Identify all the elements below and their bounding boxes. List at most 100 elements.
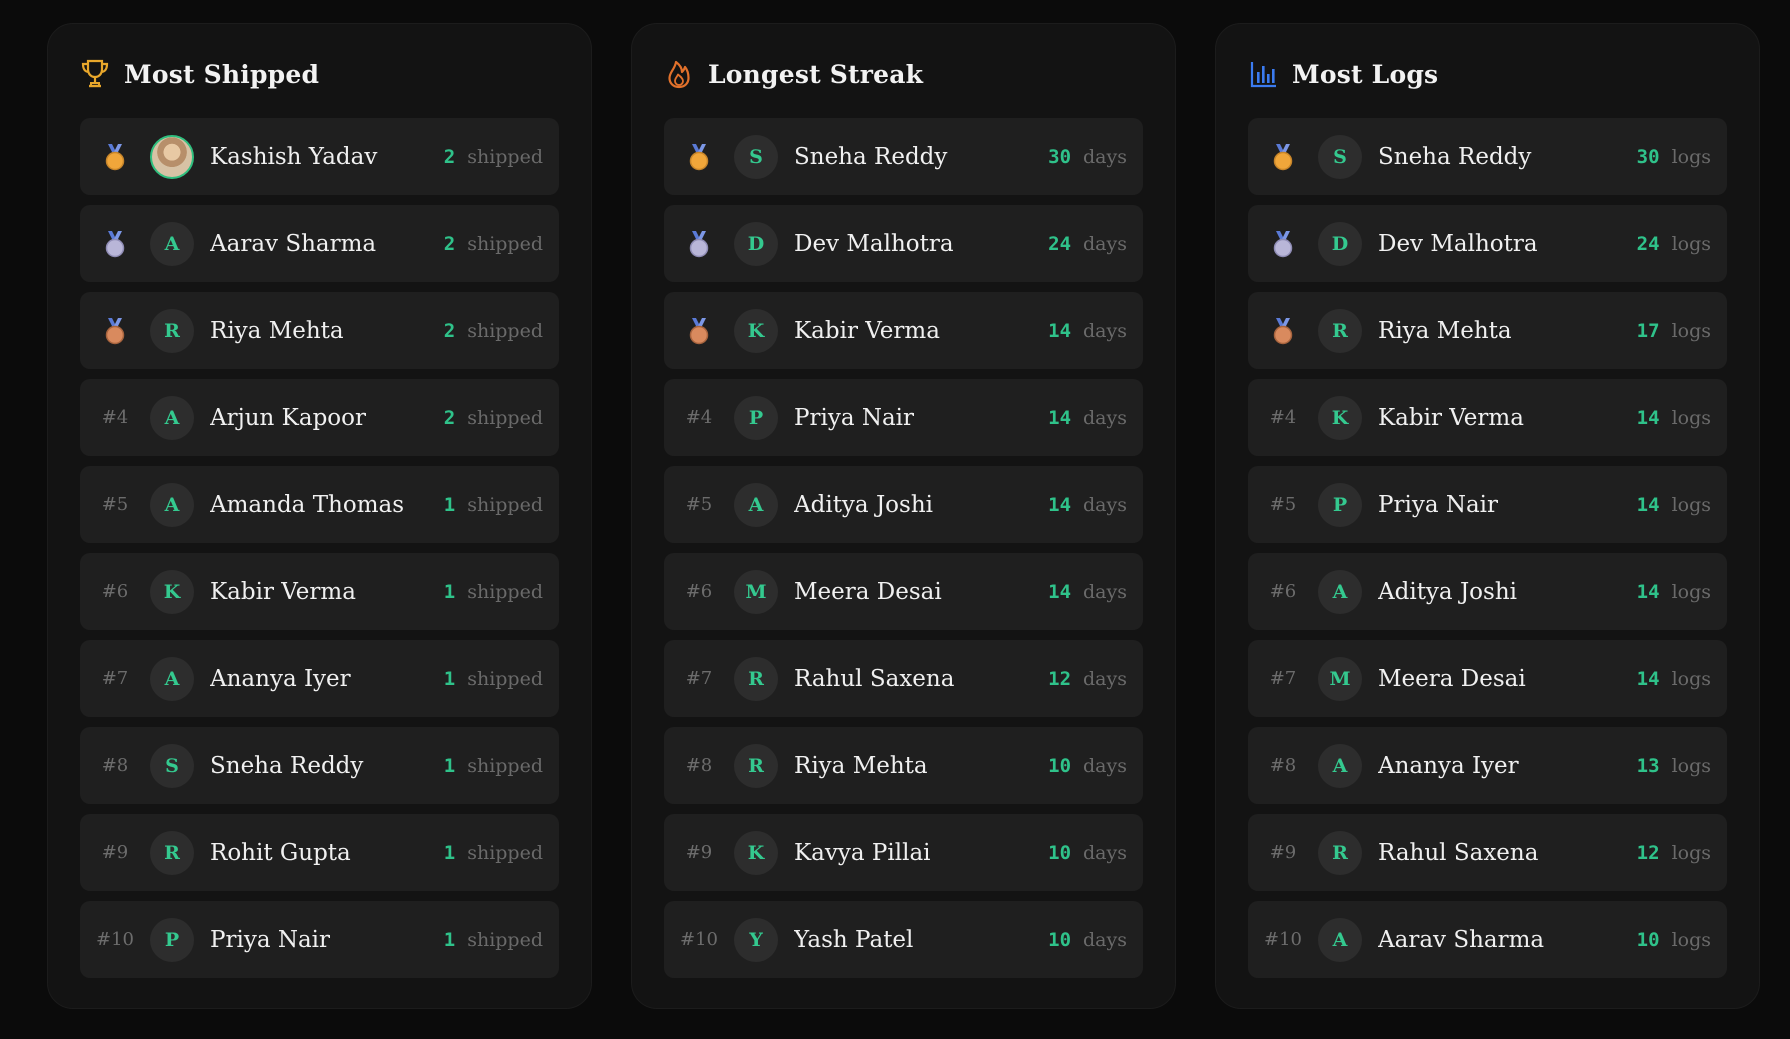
- leaderboard-row[interactable]: A Aarav Sharma 2 shipped: [80, 205, 559, 282]
- leaderboard-row[interactable]: S Sneha Reddy 30 logs: [1248, 118, 1727, 195]
- leaderboard-row[interactable]: D Dev Malhotra 24 days: [664, 205, 1143, 282]
- leaderboard-row[interactable]: #9 R Rohit Gupta 1 shipped: [80, 814, 559, 891]
- leaderboard-row[interactable]: R Riya Mehta 2 shipped: [80, 292, 559, 369]
- score-unit: shipped: [467, 754, 543, 777]
- score-value: 14: [1636, 667, 1660, 690]
- rank-label: #9: [101, 842, 129, 863]
- most-logs-card: Most Logs S Sneha Reddy 30 logs D Dev Malhotr…: [1215, 23, 1760, 1009]
- leaderboard-row[interactable]: S Sneha Reddy 30 days: [664, 118, 1143, 195]
- leaderboard-row[interactable]: #9 R Rahul Saxena 12 logs: [1248, 814, 1727, 891]
- rank-label: #7: [1269, 668, 1297, 689]
- rank-label: #9: [1269, 842, 1297, 863]
- leaderboard-row[interactable]: #5 A Amanda Thomas 1 shipped: [80, 466, 559, 543]
- user-name: Sneha Reddy: [794, 143, 948, 170]
- user-name: Rahul Saxena: [1378, 839, 1539, 866]
- score-unit: days: [1083, 667, 1127, 690]
- score-value: 14: [1048, 319, 1072, 342]
- user-name: Kashish Yadav: [210, 143, 378, 170]
- card-title: Most Shipped: [124, 59, 320, 89]
- leaderboard-list: S Sneha Reddy 30 logs D Dev Malhotra 24 logs R Ri…: [1248, 118, 1727, 978]
- leaderboard-row[interactable]: #6 K Kabir Verma 1 shipped: [80, 553, 559, 630]
- score-value: 30: [1048, 145, 1072, 168]
- avatar: P: [734, 395, 778, 440]
- leaderboard-row[interactable]: #4 P Priya Nair 14 days: [664, 379, 1143, 456]
- score-value: 2: [443, 232, 456, 255]
- leaderboard-row[interactable]: #8 S Sneha Reddy 1 shipped: [80, 727, 559, 804]
- bronze-medal-icon: [1260, 317, 1306, 345]
- score-value: 1: [443, 667, 456, 690]
- leaderboard-row[interactable]: Kashish Yadav 2 shipped: [80, 118, 559, 195]
- avatar: A: [734, 482, 778, 527]
- leaderboard-row[interactable]: #5 P Priya Nair 14 logs: [1248, 466, 1727, 543]
- score-unit: logs: [1671, 406, 1711, 429]
- avatar: A: [1318, 917, 1362, 962]
- user-name: Priya Nair: [1378, 491, 1499, 518]
- leaderboard-row[interactable]: D Dev Malhotra 24 logs: [1248, 205, 1727, 282]
- avatar: A: [1318, 569, 1362, 614]
- leaderboard-row[interactable]: #7 M Meera Desai 14 logs: [1248, 640, 1727, 717]
- user-name: Kabir Verma: [210, 578, 356, 605]
- card-title: Longest Streak: [708, 59, 924, 89]
- score-value: 24: [1636, 232, 1660, 255]
- leaderboard-row[interactable]: #7 R Rahul Saxena 12 days: [664, 640, 1143, 717]
- user-name: Ananya Iyer: [210, 665, 351, 692]
- card-header: Longest Streak: [664, 54, 1143, 94]
- leaderboard-row[interactable]: K Kabir Verma 14 days: [664, 292, 1143, 369]
- leaderboard-row[interactable]: R Riya Mehta 17 logs: [1248, 292, 1727, 369]
- score-unit: logs: [1671, 841, 1711, 864]
- score-value: 2: [443, 145, 456, 168]
- user-name: Aditya Joshi: [1378, 578, 1517, 605]
- avatar: M: [1318, 656, 1362, 701]
- rank-label: #7: [685, 668, 713, 689]
- leaderboard-row[interactable]: #6 M Meera Desai 14 days: [664, 553, 1143, 630]
- leaderboard-row[interactable]: #8 R Riya Mehta 10 days: [664, 727, 1143, 804]
- silver-medal-icon: [676, 230, 722, 258]
- user-name: Rahul Saxena: [794, 665, 955, 692]
- leaderboards: Most Shipped Kashish Yadav 2 shipped A Aarav…: [47, 23, 1760, 1009]
- user-name: Sneha Reddy: [1378, 143, 1532, 170]
- rank-label: #4: [1269, 407, 1297, 428]
- score-value: 10: [1048, 928, 1072, 951]
- leaderboard-row[interactable]: #6 A Aditya Joshi 14 logs: [1248, 553, 1727, 630]
- leaderboard-row[interactable]: #10 Y Yash Patel 10 days: [664, 901, 1143, 978]
- leaderboard-row[interactable]: #8 A Ananya Iyer 13 logs: [1248, 727, 1727, 804]
- card-title: Most Logs: [1292, 59, 1439, 89]
- user-name: Ananya Iyer: [1378, 752, 1519, 779]
- rank-label: #4: [685, 407, 713, 428]
- user-name: Rohit Gupta: [210, 839, 351, 866]
- user-name: Riya Mehta: [794, 752, 928, 779]
- score-value: 24: [1048, 232, 1072, 255]
- score-unit: logs: [1671, 319, 1711, 342]
- avatar: A: [150, 221, 194, 266]
- rank-label: #10: [1264, 929, 1302, 950]
- rank-label: #5: [101, 494, 129, 515]
- avatar: S: [734, 134, 778, 179]
- user-name: Arjun Kapoor: [210, 404, 366, 431]
- score-value: 1: [443, 928, 456, 951]
- leaderboard-row[interactable]: #10 P Priya Nair 1 shipped: [80, 901, 559, 978]
- score-unit: days: [1083, 319, 1127, 342]
- avatar: A: [1318, 743, 1362, 788]
- score-value: 1: [443, 841, 456, 864]
- avatar: K: [1318, 395, 1362, 440]
- flame-icon: [664, 58, 694, 90]
- leaderboard-row[interactable]: #4 A Arjun Kapoor 2 shipped: [80, 379, 559, 456]
- score-unit: shipped: [467, 319, 543, 342]
- user-name: Dev Malhotra: [1378, 230, 1538, 257]
- avatar: K: [150, 569, 194, 614]
- score-unit: days: [1083, 493, 1127, 516]
- leaderboard-row[interactable]: #5 A Aditya Joshi 14 days: [664, 466, 1143, 543]
- rank-label: #6: [1269, 581, 1297, 602]
- score-value: 1: [443, 580, 456, 603]
- score-unit: logs: [1671, 928, 1711, 951]
- avatar: D: [734, 221, 778, 266]
- leaderboard-row[interactable]: #9 K Kavya Pillai 10 days: [664, 814, 1143, 891]
- longest-streak-card: Longest Streak S Sneha Reddy 30 days D Dev Ma…: [631, 23, 1176, 1009]
- score-unit: logs: [1671, 667, 1711, 690]
- score-unit: shipped: [467, 493, 543, 516]
- score-unit: logs: [1671, 580, 1711, 603]
- score-unit: days: [1083, 232, 1127, 255]
- leaderboard-row[interactable]: #7 A Ananya Iyer 1 shipped: [80, 640, 559, 717]
- leaderboard-row[interactable]: #4 K Kabir Verma 14 logs: [1248, 379, 1727, 456]
- leaderboard-row[interactable]: #10 A Aarav Sharma 10 logs: [1248, 901, 1727, 978]
